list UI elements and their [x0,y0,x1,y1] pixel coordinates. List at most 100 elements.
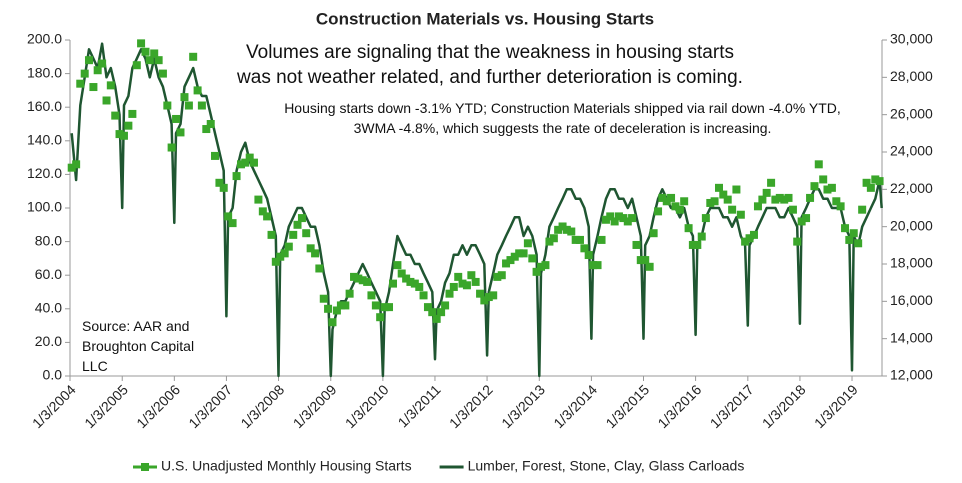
marker [462,281,471,290]
marker [150,49,159,58]
marker [719,190,728,199]
marker [163,101,172,110]
marker [358,276,367,285]
y2-tick-label: 16,000 [890,292,933,308]
marker [732,185,741,194]
marker [224,212,233,221]
marker [371,301,380,310]
marker [354,274,363,283]
y-tick-label: 200.0 [27,31,62,47]
marker [845,235,854,244]
marker [193,86,202,95]
marker [454,272,463,281]
marker [345,289,354,298]
x-tick-label: 1/3/2005 [81,381,131,431]
y2-tick-label: 12,000 [890,367,933,383]
marker [249,158,258,167]
marker [771,195,780,204]
marker [519,249,528,258]
marker [236,160,245,169]
marker [297,214,306,223]
marker [432,314,441,323]
marker [72,160,81,169]
marker [336,301,345,310]
y-tick-label: 100.0 [27,199,62,215]
marker [797,217,806,226]
marker [241,158,250,167]
marker [849,229,858,238]
marker [710,197,719,206]
marker [841,224,850,233]
marker [276,252,285,261]
marker [723,195,732,204]
marker [132,61,141,70]
marker [706,198,715,207]
marker [280,249,289,258]
marker [745,234,754,243]
marker [632,240,641,249]
marker [93,66,102,75]
marker [667,193,676,202]
marker [736,210,745,219]
marker [575,235,584,244]
marker [862,178,871,187]
x-tick-label: 1/3/2016 [654,381,704,431]
x-tick-label: 1/3/2008 [237,381,287,431]
marker [449,282,458,291]
marker [875,177,884,186]
marker [701,214,710,223]
marker [515,249,524,258]
marker [206,120,215,128]
marker [428,308,437,317]
marker [471,277,480,286]
marker [332,306,341,315]
marker [788,205,797,214]
x-tick-label: 1/3/2012 [446,381,496,431]
marker [350,272,359,281]
y-tick-label: 40.0 [35,300,62,316]
marker [145,56,154,65]
marker [184,101,193,110]
marker [480,296,489,305]
marker [728,205,737,214]
x-tick-label: 1/3/2014 [550,381,600,431]
marker [502,259,511,268]
source-note: Source: AAR and Broughton Capital LLC [82,318,195,374]
y2-tick-label: 26,000 [890,105,933,121]
marker [467,271,476,280]
marker [658,193,667,202]
marker [267,230,276,239]
x-tick-label: 1/3/2007 [185,381,235,431]
marker [693,240,702,249]
marker [389,279,398,288]
marker [84,56,93,65]
marker [102,96,111,105]
marker [319,294,328,303]
marker [697,232,706,241]
marker [645,262,654,271]
marker [315,264,324,273]
marker [328,318,337,327]
marker [767,178,776,187]
marker [215,178,224,187]
marker [271,257,280,266]
marker [641,256,650,265]
marker [758,195,767,204]
marker [289,230,298,239]
marker [119,131,128,140]
marker [528,254,537,263]
marker [167,143,176,152]
marker [549,234,558,243]
marker [284,242,293,251]
marker [98,59,107,68]
y-tick-label: 0.0 [43,367,63,383]
marker [232,172,241,181]
marker [823,185,832,194]
x-tick-label: 1/3/2015 [602,381,652,431]
marker [671,202,680,211]
y2-tick-label: 30,000 [890,31,933,47]
marker [437,308,446,317]
marker [410,279,419,288]
marker [793,237,802,246]
